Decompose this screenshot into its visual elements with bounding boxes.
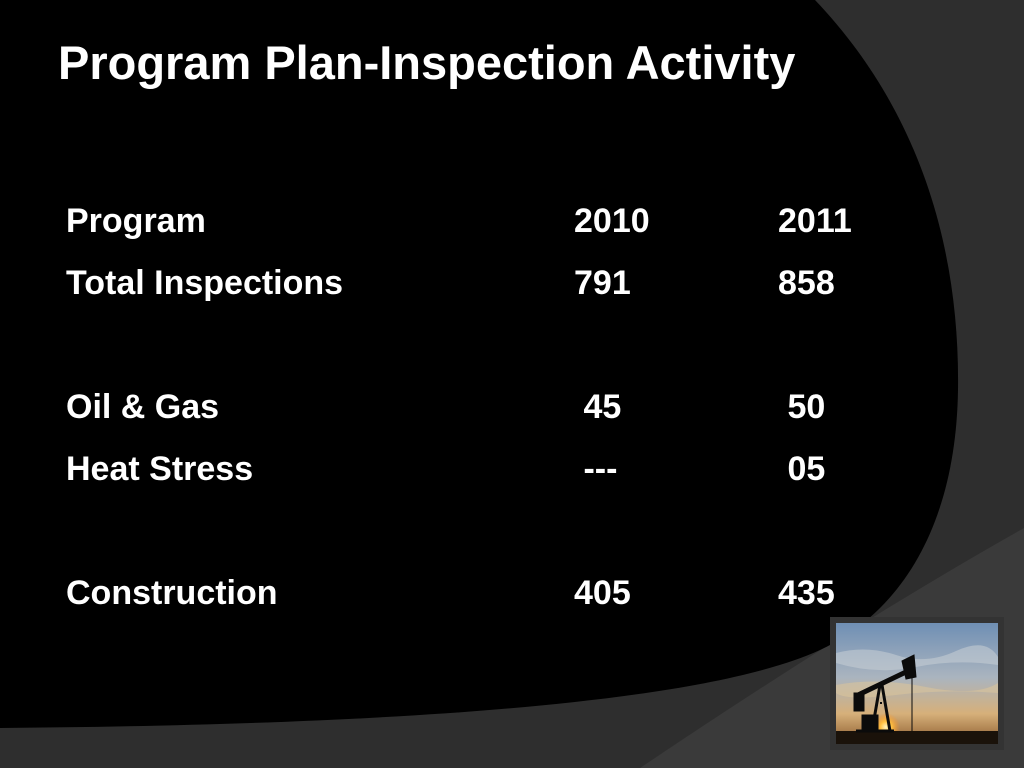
inspection-table: Program 2010 2011 Total Inspections 791 … bbox=[66, 190, 878, 624]
photo-frame bbox=[830, 617, 1004, 750]
row-label: Total Inspections bbox=[66, 263, 344, 302]
row-label: Oil & Gas bbox=[66, 387, 220, 426]
oil-pumpjack-sunset-photo bbox=[836, 623, 998, 744]
table-row: Total Inspections 791 858 bbox=[66, 252, 878, 314]
table-row: Heat Stress --- 05 bbox=[66, 438, 878, 500]
row-value-2011: 435 bbox=[778, 573, 835, 612]
header-2011: 2011 bbox=[778, 201, 852, 240]
row-value-2010: 791 bbox=[574, 263, 631, 302]
table-header-row: Program 2010 2011 bbox=[66, 190, 878, 252]
row-value-2011: 858 bbox=[778, 263, 835, 302]
row-value-2010: --- bbox=[574, 449, 618, 488]
row-label: Construction bbox=[66, 573, 278, 612]
table-row: Oil & Gas 45 50 bbox=[66, 376, 878, 438]
row-label: Heat Stress bbox=[66, 449, 254, 488]
table-spacer-row bbox=[66, 500, 878, 562]
table-spacer-row bbox=[66, 314, 878, 376]
row-value-2010: 45 bbox=[574, 387, 622, 426]
header-program: Program bbox=[66, 201, 206, 240]
row-value-2011: 05 bbox=[778, 449, 826, 488]
table-row: Construction 405 435 bbox=[66, 562, 878, 624]
row-value-2011: 50 bbox=[778, 387, 826, 426]
row-value-2010: 405 bbox=[574, 573, 631, 612]
slide-title: Program Plan-Inspection Activity bbox=[58, 36, 796, 89]
header-2010: 2010 bbox=[574, 201, 650, 240]
